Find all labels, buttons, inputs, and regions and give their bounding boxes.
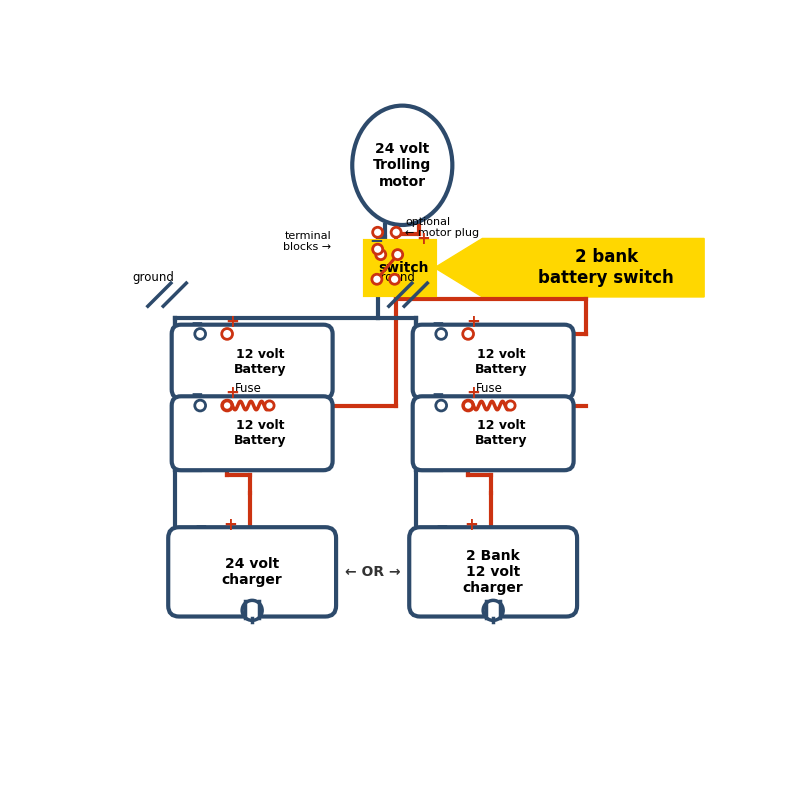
- Text: 24 volt
charger: 24 volt charger: [222, 557, 282, 587]
- Text: 24 volt
Trolling
motor: 24 volt Trolling motor: [373, 142, 431, 189]
- Text: −: −: [431, 387, 444, 402]
- Circle shape: [506, 401, 515, 410]
- Circle shape: [222, 401, 232, 410]
- Circle shape: [222, 400, 233, 411]
- FancyBboxPatch shape: [366, 241, 434, 294]
- Circle shape: [194, 400, 206, 411]
- Text: −: −: [431, 316, 444, 331]
- Text: 2 bank
battery switch: 2 bank battery switch: [538, 248, 674, 287]
- Text: 12 volt
Battery: 12 volt Battery: [234, 419, 286, 447]
- Circle shape: [372, 274, 382, 284]
- FancyBboxPatch shape: [172, 396, 333, 470]
- Circle shape: [436, 329, 446, 339]
- Circle shape: [462, 329, 474, 339]
- FancyBboxPatch shape: [410, 527, 577, 617]
- Text: +: +: [416, 230, 430, 247]
- Text: −: −: [190, 316, 202, 331]
- Text: −: −: [194, 519, 207, 534]
- Text: +: +: [224, 516, 238, 534]
- Text: −: −: [435, 519, 448, 534]
- Circle shape: [462, 400, 474, 411]
- Circle shape: [265, 401, 274, 410]
- Circle shape: [242, 600, 262, 620]
- Text: 12 volt
Battery: 12 volt Battery: [474, 348, 527, 376]
- Text: ← OR →: ← OR →: [345, 565, 401, 579]
- Circle shape: [373, 227, 382, 238]
- FancyBboxPatch shape: [172, 325, 333, 398]
- Circle shape: [376, 250, 386, 260]
- Text: +: +: [466, 385, 480, 402]
- Text: ground: ground: [374, 271, 415, 284]
- Circle shape: [483, 600, 503, 620]
- Circle shape: [194, 329, 206, 339]
- Text: +: +: [225, 385, 238, 402]
- Text: +: +: [465, 516, 478, 534]
- Circle shape: [222, 329, 233, 339]
- FancyBboxPatch shape: [413, 396, 574, 470]
- Polygon shape: [434, 238, 704, 297]
- Circle shape: [373, 244, 382, 254]
- Text: −: −: [369, 231, 383, 249]
- Text: switch: switch: [378, 261, 429, 274]
- Circle shape: [393, 250, 402, 260]
- Circle shape: [390, 274, 400, 284]
- Text: optional
← motor plug: optional ← motor plug: [406, 217, 479, 238]
- FancyBboxPatch shape: [168, 527, 336, 617]
- Text: +: +: [466, 313, 480, 331]
- Text: −: −: [190, 387, 202, 402]
- Text: +: +: [225, 313, 238, 331]
- Text: Fuse: Fuse: [476, 382, 502, 394]
- FancyBboxPatch shape: [413, 325, 574, 398]
- Text: 2 Bank
12 volt
charger: 2 Bank 12 volt charger: [462, 549, 523, 595]
- Ellipse shape: [352, 106, 452, 225]
- Text: Fuse: Fuse: [235, 382, 262, 394]
- Circle shape: [463, 401, 473, 410]
- Circle shape: [436, 400, 446, 411]
- Text: terminal
blocks →: terminal blocks →: [283, 230, 331, 252]
- Text: ground: ground: [133, 271, 174, 284]
- Circle shape: [391, 227, 401, 238]
- Text: 12 volt
Battery: 12 volt Battery: [234, 348, 286, 376]
- Text: 12 volt
Battery: 12 volt Battery: [474, 419, 527, 447]
